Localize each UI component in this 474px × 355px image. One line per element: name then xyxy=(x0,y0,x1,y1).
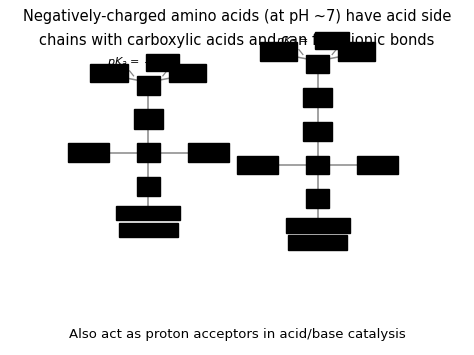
Bar xyxy=(338,42,375,61)
Bar xyxy=(91,64,128,82)
Bar xyxy=(357,156,398,174)
Bar xyxy=(303,88,332,107)
Text: chains with carboxylic acids and can form ionic bonds: chains with carboxylic acids and can for… xyxy=(39,33,435,48)
Bar xyxy=(285,218,349,233)
Bar xyxy=(188,143,228,162)
Text: −: − xyxy=(313,37,322,47)
Bar xyxy=(119,223,178,237)
Bar xyxy=(306,156,329,174)
Text: Also act as proton acceptors in acid/base catalysis: Also act as proton acceptors in acid/bas… xyxy=(69,328,405,341)
Bar xyxy=(169,64,206,82)
Bar xyxy=(137,143,160,162)
Text: −: − xyxy=(144,58,153,68)
Bar xyxy=(316,32,348,49)
Bar xyxy=(137,177,160,196)
Bar xyxy=(288,235,347,250)
Bar xyxy=(116,206,180,220)
Bar xyxy=(306,190,329,208)
Text: p$K_a$ =: p$K_a$ = xyxy=(107,55,140,69)
Bar xyxy=(137,76,160,94)
Bar xyxy=(306,55,329,73)
Text: Negatively-charged amino acids (at pH ~7) have acid side: Negatively-charged amino acids (at pH ~7… xyxy=(23,9,451,24)
Bar xyxy=(303,121,332,141)
Bar xyxy=(146,54,179,71)
Bar xyxy=(237,156,278,174)
Bar xyxy=(260,42,297,61)
Bar xyxy=(134,109,163,129)
Bar xyxy=(68,143,109,162)
Text: p$K_a$ =: p$K_a$ = xyxy=(276,34,309,48)
